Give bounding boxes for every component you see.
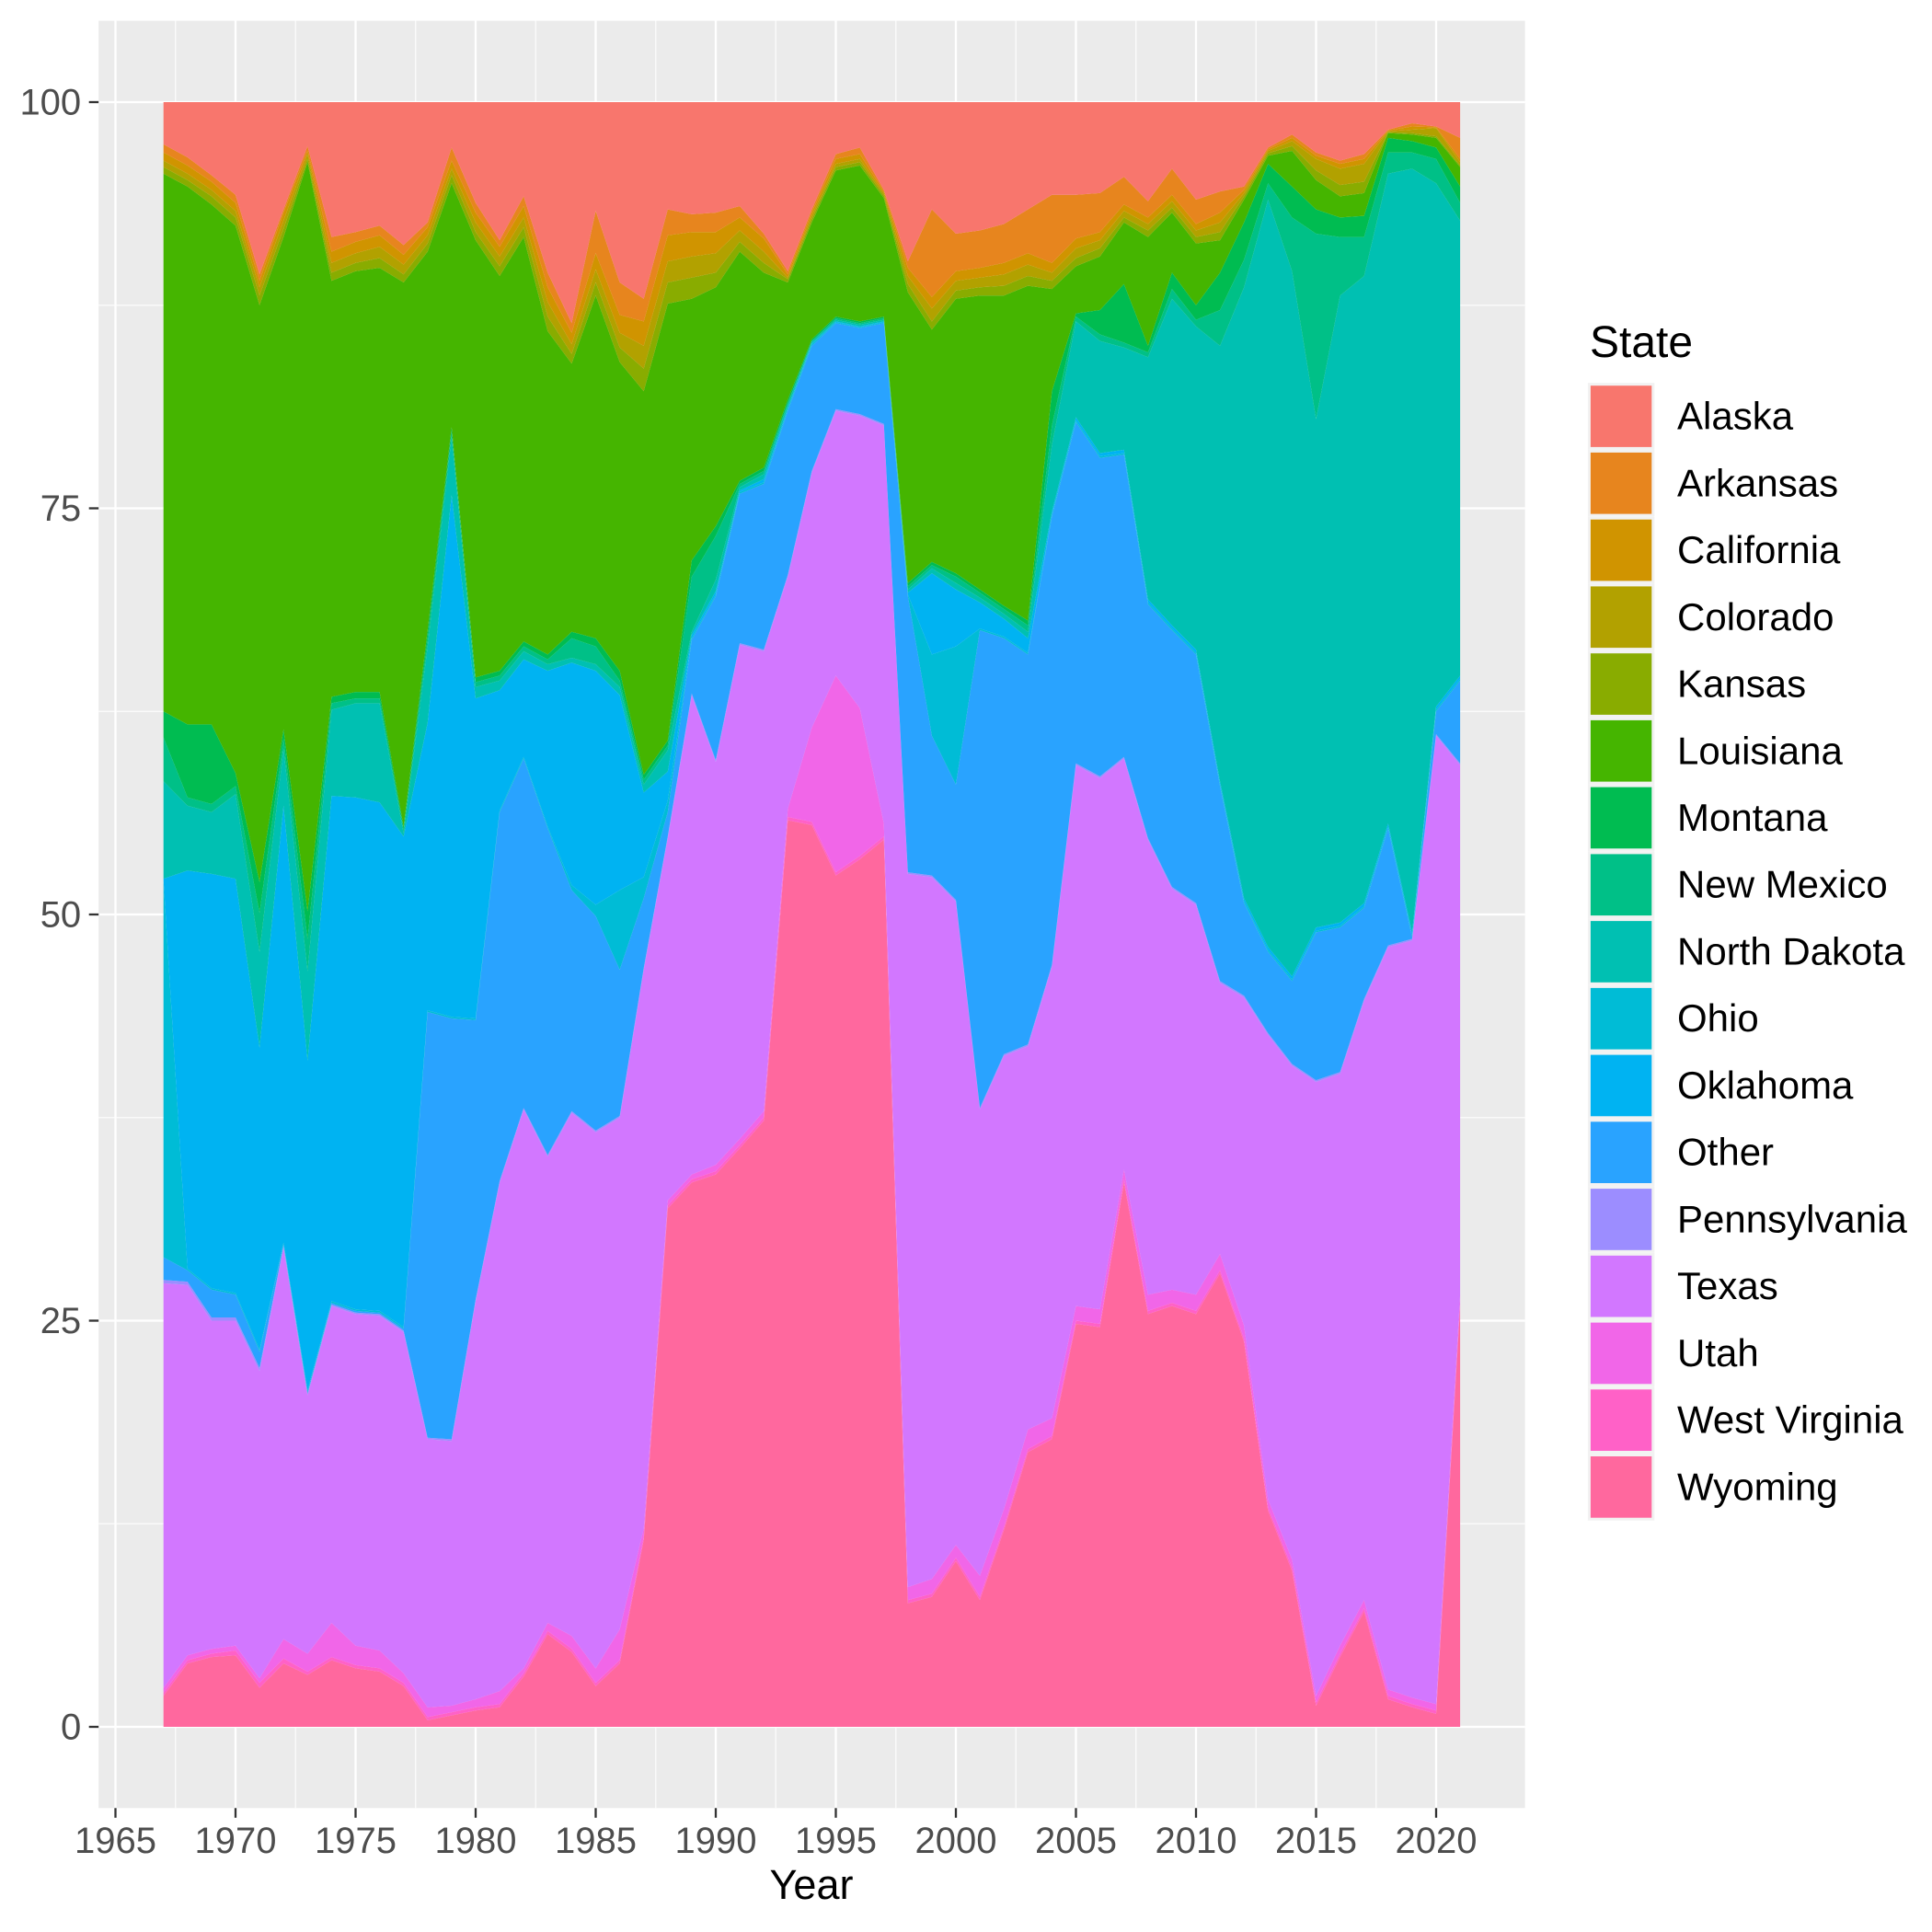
svg-text:Ohio: Ohio xyxy=(1677,996,1759,1040)
svg-text:1985: 1985 xyxy=(555,1821,637,1861)
svg-text:Arkansas: Arkansas xyxy=(1677,461,1838,504)
svg-text:1965: 1965 xyxy=(75,1821,156,1861)
svg-text:State: State xyxy=(1590,318,1693,367)
svg-text:2005: 2005 xyxy=(1035,1821,1117,1861)
svg-text:50: 50 xyxy=(40,895,82,936)
svg-text:Wyoming: Wyoming xyxy=(1677,1465,1838,1508)
svg-text:California: California xyxy=(1677,528,1841,571)
svg-text:0: 0 xyxy=(61,1708,81,1748)
svg-text:Oklahoma: Oklahoma xyxy=(1677,1064,1854,1107)
svg-text:Other: Other xyxy=(1677,1131,1774,1174)
svg-text:North Dakota: North Dakota xyxy=(1677,930,1905,973)
svg-text:Louisiana: Louisiana xyxy=(1677,729,1843,772)
svg-text:Year: Year xyxy=(770,1861,854,1908)
svg-text:1980: 1980 xyxy=(435,1821,517,1861)
svg-text:Kansas: Kansas xyxy=(1677,662,1806,706)
svg-text:Alaska: Alaska xyxy=(1677,395,1794,438)
svg-text:2000: 2000 xyxy=(915,1821,997,1861)
svg-text:Texas: Texas xyxy=(1677,1264,1778,1307)
svg-text:75: 75 xyxy=(40,489,82,529)
svg-text:100: 100 xyxy=(19,83,81,123)
svg-text:New Mexico: New Mexico xyxy=(1677,863,1888,906)
svg-text:2010: 2010 xyxy=(1156,1821,1237,1861)
svg-text:West Virginia: West Virginia xyxy=(1677,1398,1904,1442)
svg-text:1970: 1970 xyxy=(195,1821,277,1861)
svg-text:2015: 2015 xyxy=(1275,1821,1357,1861)
svg-text:Pennsylvania: Pennsylvania xyxy=(1677,1197,1907,1240)
svg-text:1975: 1975 xyxy=(315,1821,397,1861)
svg-text:1995: 1995 xyxy=(795,1821,877,1861)
svg-text:Montana: Montana xyxy=(1677,796,1828,839)
svg-text:25: 25 xyxy=(40,1301,82,1341)
svg-text:Utah: Utah xyxy=(1677,1331,1759,1374)
svg-text:2020: 2020 xyxy=(1396,1821,1478,1861)
svg-text:Colorado: Colorado xyxy=(1677,595,1834,638)
svg-text:1990: 1990 xyxy=(675,1821,757,1861)
